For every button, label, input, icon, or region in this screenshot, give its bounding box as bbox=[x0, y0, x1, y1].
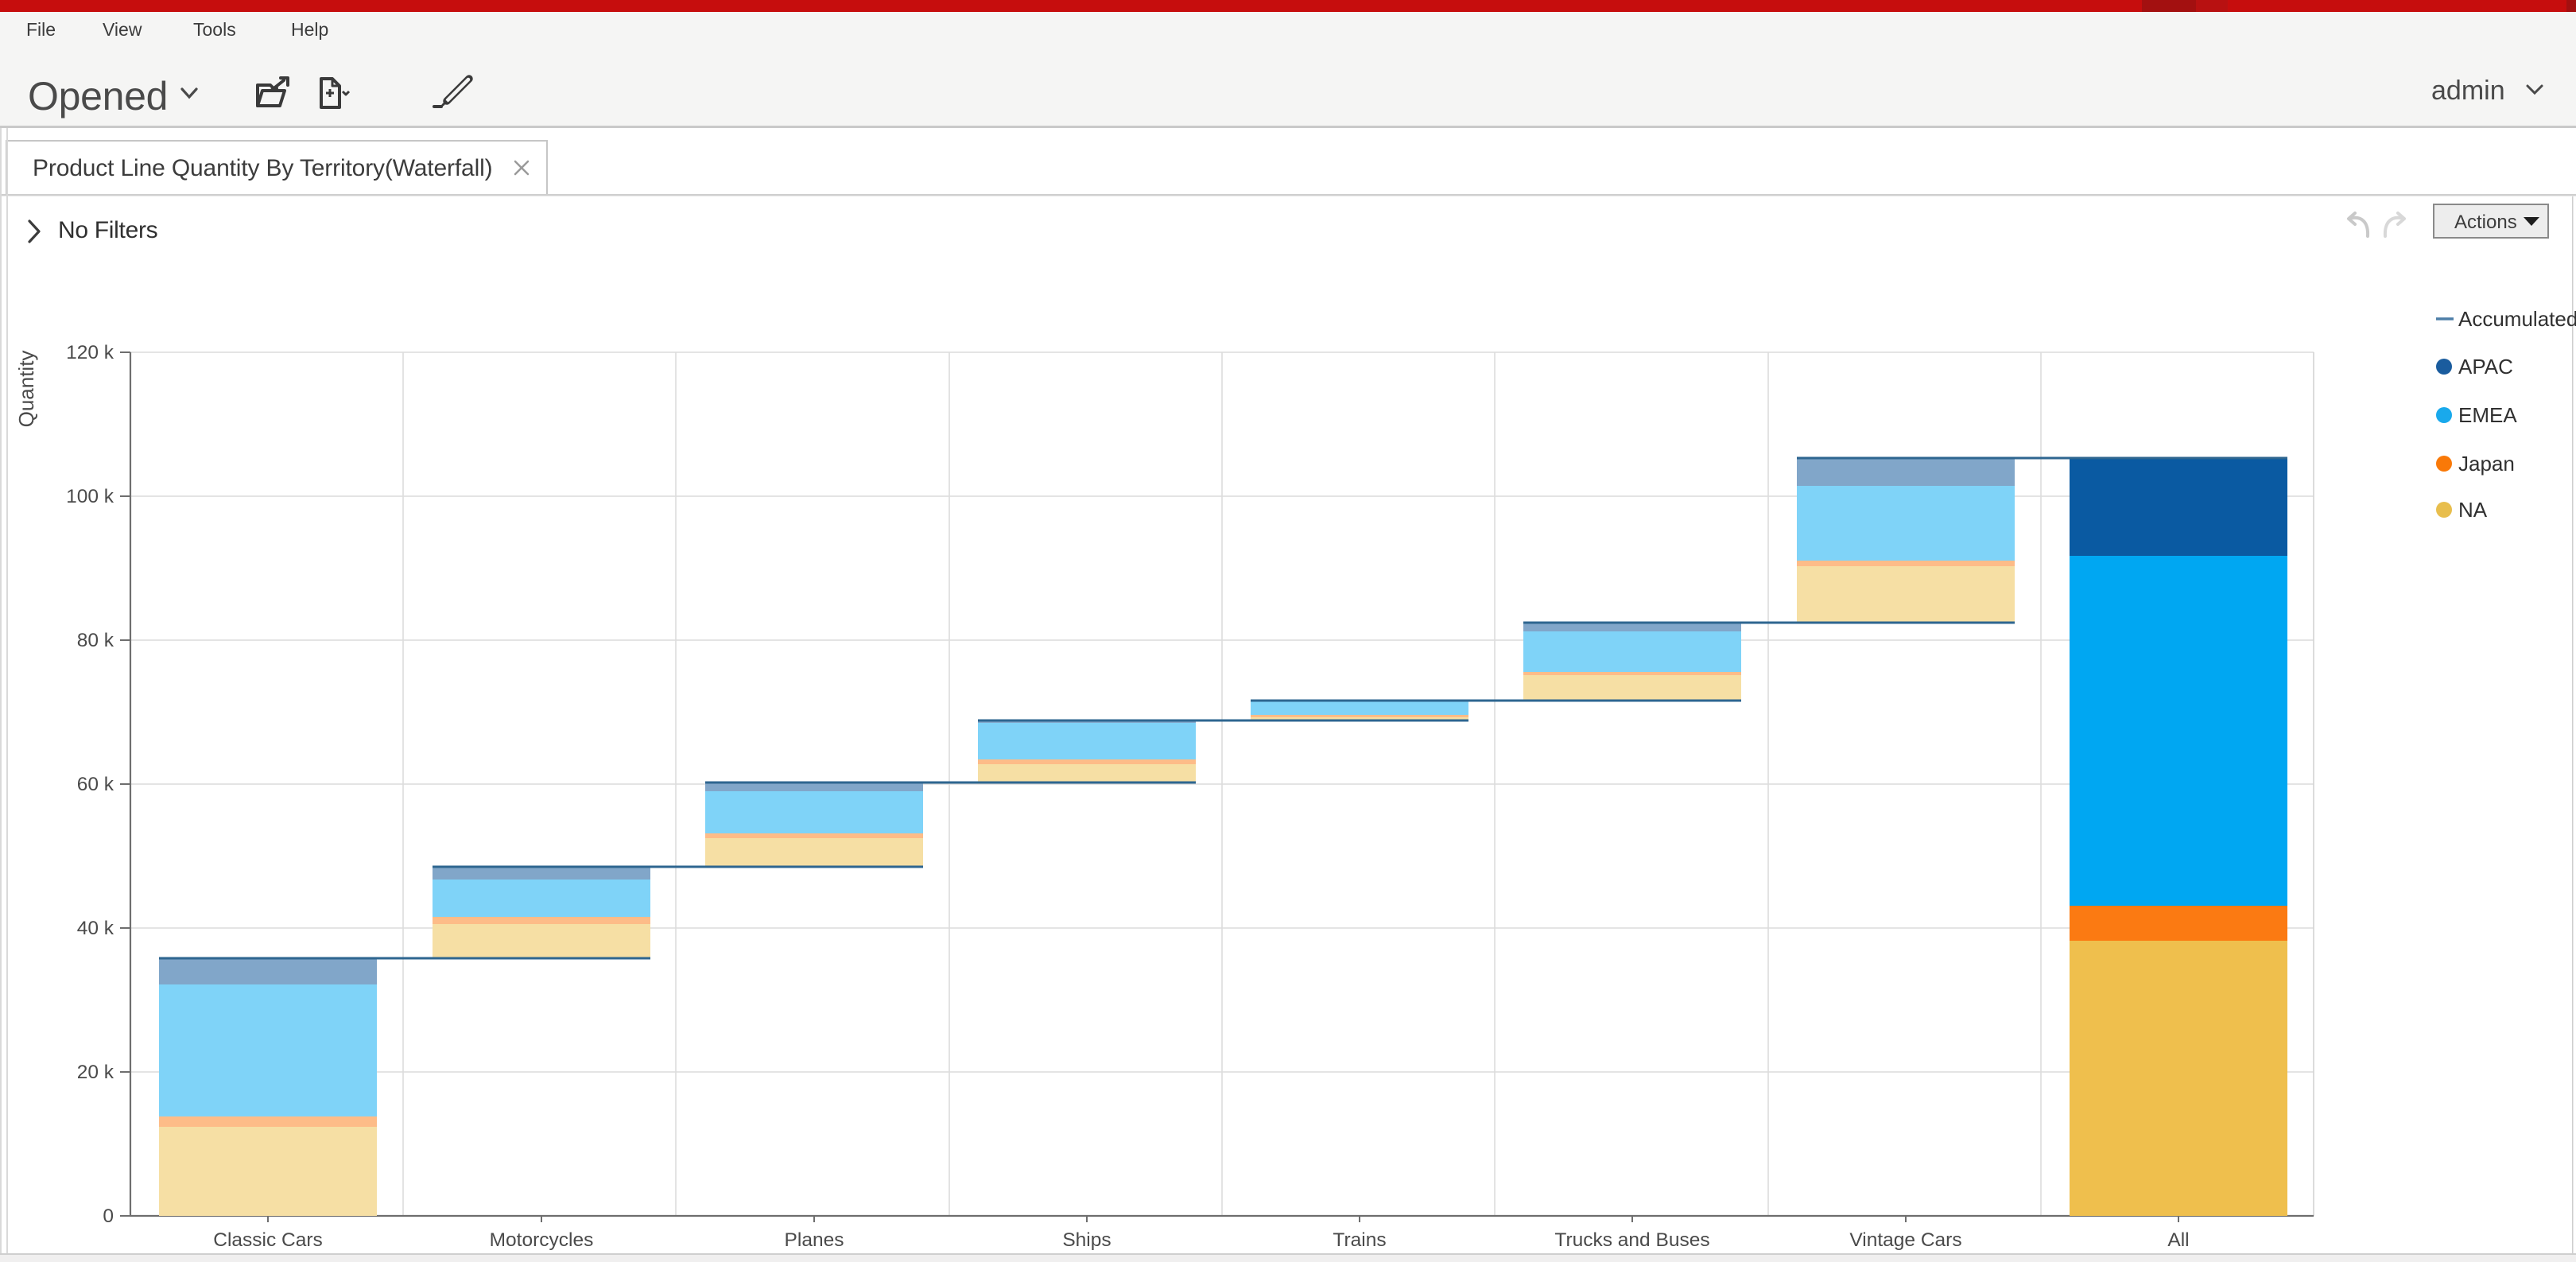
svg-text:View: View bbox=[103, 19, 142, 40]
svg-text:All: All bbox=[2167, 1229, 2189, 1251]
svg-text:APAC: APAC bbox=[2458, 355, 2513, 379]
svg-text:100 k: 100 k bbox=[66, 486, 114, 507]
svg-text:EMEA: EMEA bbox=[2458, 403, 2517, 427]
svg-text:NA: NA bbox=[2458, 498, 2488, 522]
svg-text:Classic Cars: Classic Cars bbox=[213, 1229, 323, 1251]
svg-text:40 k: 40 k bbox=[77, 918, 114, 939]
svg-text:0: 0 bbox=[103, 1206, 114, 1227]
svg-text:Help: Help bbox=[291, 19, 328, 40]
svg-text:Trains: Trains bbox=[1333, 1229, 1386, 1251]
svg-text:Japan: Japan bbox=[2458, 452, 2515, 476]
svg-text:Ships: Ships bbox=[1062, 1229, 1111, 1251]
svg-text:Tools: Tools bbox=[193, 19, 236, 40]
svg-text:Trucks and Buses: Trucks and Buses bbox=[1554, 1229, 1709, 1251]
svg-text:Planes: Planes bbox=[785, 1229, 844, 1251]
svg-text:Opened: Opened bbox=[28, 74, 168, 118]
svg-text:80 k: 80 k bbox=[77, 630, 114, 651]
svg-text:Actions: Actions bbox=[2454, 212, 2517, 233]
svg-text:No Filters: No Filters bbox=[58, 217, 157, 243]
svg-text:Vintage Cars: Vintage Cars bbox=[1849, 1229, 1961, 1251]
svg-text:20 k: 20 k bbox=[77, 1062, 114, 1083]
svg-text:120 k: 120 k bbox=[66, 342, 114, 363]
svg-text:60 k: 60 k bbox=[77, 774, 114, 795]
svg-text:Product Line Quantity By Terri: Product Line Quantity By Territory(Water… bbox=[33, 155, 492, 181]
svg-text:Accumulated: Accumulated bbox=[2458, 307, 2576, 331]
svg-text:Quantity: Quantity bbox=[14, 351, 38, 428]
svg-text:File: File bbox=[26, 19, 56, 40]
svg-text:Motorcycles: Motorcycles bbox=[490, 1229, 594, 1251]
svg-text:admin: admin bbox=[2431, 76, 2505, 106]
